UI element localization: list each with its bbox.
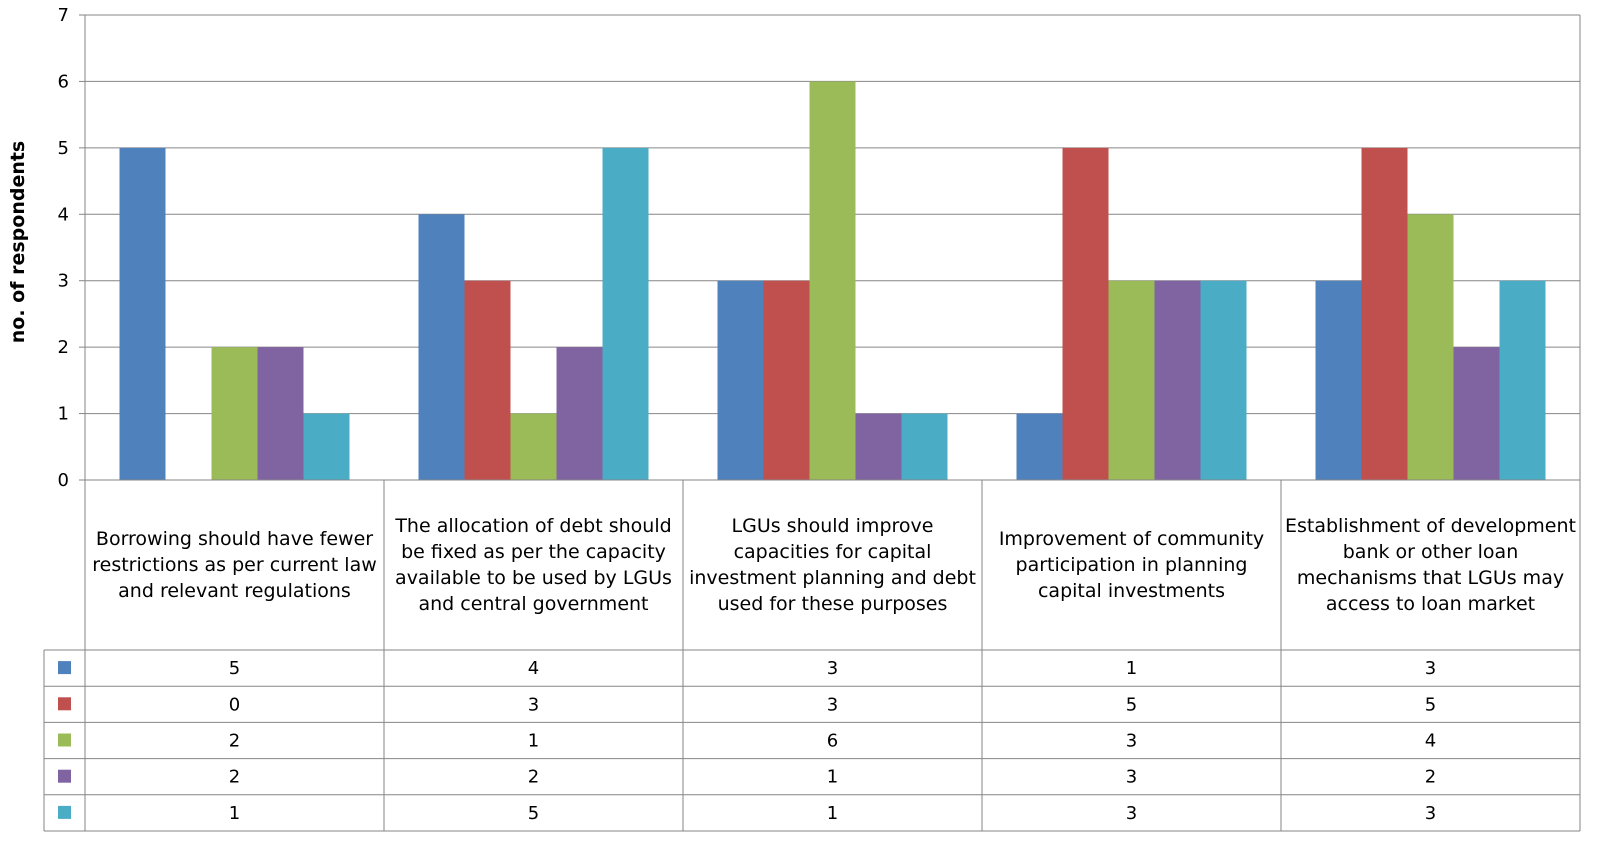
bar-s2-c2 bbox=[464, 280, 511, 480]
table-cell: 5 bbox=[528, 803, 539, 824]
table-cell: 3 bbox=[1425, 803, 1436, 824]
bar-s4-c4 bbox=[1154, 280, 1201, 480]
data-table: 5 4 3 1 3 0 3 3 5 5 2 1 6 3 4 2 2 1 3 2 1 5 1 3 3 bbox=[43, 479, 1581, 832]
legend-key-s5 bbox=[58, 805, 71, 819]
table-cell: 2 bbox=[528, 767, 539, 788]
y-tick-label: 0 bbox=[58, 470, 69, 491]
table-cell: 4 bbox=[528, 658, 539, 679]
table-cell: 3 bbox=[528, 694, 539, 715]
bars bbox=[119, 81, 1546, 481]
bar-s1-c1 bbox=[119, 147, 166, 480]
bar-s2-c4 bbox=[1062, 147, 1109, 480]
table-cell: 3 bbox=[1425, 658, 1436, 679]
bar-s4-c3 bbox=[855, 413, 902, 480]
table-cell: 1 bbox=[528, 731, 539, 752]
bar-s3-c5 bbox=[1407, 214, 1454, 481]
table-cell: 3 bbox=[827, 658, 838, 679]
bar-s4-c1 bbox=[257, 347, 304, 480]
bar-s5-c4 bbox=[1200, 280, 1247, 480]
y-tick-label: 7 bbox=[58, 5, 69, 26]
y-tick-label: 4 bbox=[58, 204, 69, 225]
bar-s1-c4 bbox=[1016, 413, 1063, 480]
bar-s2-c3 bbox=[763, 280, 810, 480]
legend-key-s2 bbox=[58, 697, 71, 711]
table-cell: 3 bbox=[1126, 767, 1137, 788]
bar-s1-c5 bbox=[1315, 280, 1362, 480]
bar-s4-c5 bbox=[1453, 347, 1500, 480]
y-axis-label: no. of respondents bbox=[7, 141, 29, 344]
x-category-label: Borrowing should have fewer restrictions… bbox=[92, 528, 377, 602]
table-cell: 5 bbox=[229, 658, 240, 679]
table-cell: 5 bbox=[1126, 694, 1137, 715]
table-cell: 1 bbox=[1126, 658, 1137, 679]
table-cell: 0 bbox=[229, 694, 240, 715]
y-tick-label: 5 bbox=[58, 138, 69, 159]
bar-s5-c2 bbox=[602, 147, 649, 480]
table-cell: 1 bbox=[229, 803, 240, 824]
y-tick-label: 2 bbox=[58, 337, 69, 358]
table-cell: 3 bbox=[1126, 731, 1137, 752]
table-cell: 2 bbox=[229, 731, 240, 752]
y-tick-label: 1 bbox=[58, 404, 69, 425]
table-cell: 5 bbox=[1425, 694, 1436, 715]
x-category-label: Establishment of development bank or oth… bbox=[1285, 515, 1576, 615]
table-cell: 3 bbox=[827, 694, 838, 715]
table-cell: 6 bbox=[827, 731, 838, 752]
table-cell: 2 bbox=[229, 767, 240, 788]
bar-s2-c5 bbox=[1361, 147, 1408, 480]
table-cell: 1 bbox=[827, 803, 838, 824]
table-cell: 1 bbox=[827, 767, 838, 788]
bar-s1-c3 bbox=[717, 280, 764, 480]
bar-s3-c1 bbox=[211, 347, 258, 480]
bar-s5-c5 bbox=[1499, 280, 1546, 480]
legend-key-s4 bbox=[58, 769, 71, 783]
bar-s5-c3 bbox=[901, 413, 948, 480]
legend-key-s3 bbox=[58, 733, 71, 747]
axes: 0 1 2 3 4 5 6 7 bbox=[58, 5, 1581, 491]
table-cell: 3 bbox=[1126, 803, 1137, 824]
bar-s5-c1 bbox=[303, 413, 350, 480]
y-tick-label: 6 bbox=[58, 71, 69, 92]
table-cell: 2 bbox=[1425, 767, 1436, 788]
bar-s4-c2 bbox=[556, 347, 603, 480]
legend-key-s1 bbox=[58, 661, 71, 675]
table-cell: 4 bbox=[1425, 731, 1436, 752]
x-category-label: The allocation of debt should be fixed a… bbox=[395, 515, 672, 615]
y-tick-label: 3 bbox=[58, 271, 69, 292]
x-category-label: LGUs should improve capacities for capit… bbox=[689, 515, 976, 615]
bar-s1-c2 bbox=[418, 214, 465, 481]
bar-s3-c3 bbox=[809, 81, 856, 480]
x-category-label: Improvement of community participation i… bbox=[998, 528, 1265, 602]
bar-s3-c4 bbox=[1108, 280, 1155, 480]
bar-s3-c2 bbox=[510, 413, 557, 480]
